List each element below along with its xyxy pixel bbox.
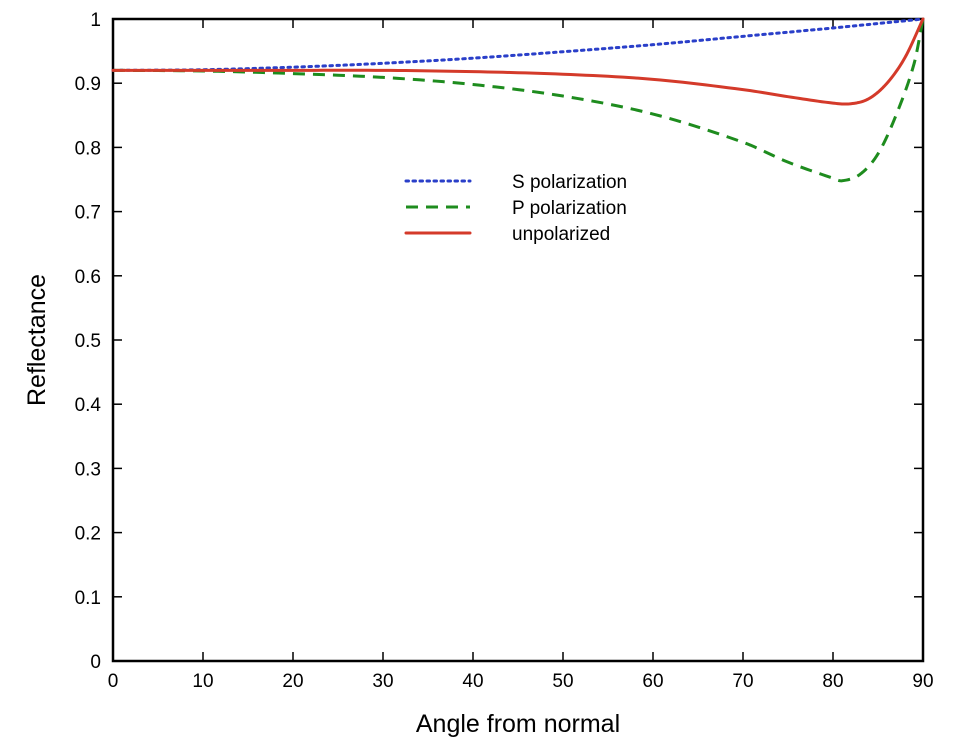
y-tick-label: 0.2	[75, 524, 101, 545]
plot-area	[111, 17, 925, 663]
x-tick-label: 90	[912, 671, 933, 692]
y-axis-label: Reflectance	[23, 274, 51, 406]
y-tick-label: 0.8	[75, 138, 101, 159]
x-tick-label: 80	[822, 671, 843, 692]
legend-label: S polarization	[512, 172, 627, 193]
legend-label: unpolarized	[512, 224, 610, 245]
y-tick-label: 0.4	[75, 395, 102, 416]
legend-label: P polarization	[512, 198, 627, 219]
legend: S polarization P polarization unpolarized	[404, 172, 627, 245]
y-tick-label: 0.5	[75, 331, 101, 352]
y-tick-label: 0.9	[75, 74, 101, 95]
series-unpolarized-line	[111, 17, 925, 106]
x-tick-label: 50	[552, 671, 573, 692]
x-axis-label: Angle from normal	[416, 710, 620, 738]
y-tick-label: 0.3	[75, 459, 101, 480]
y-tick-label: 0.1	[75, 588, 101, 609]
series-s-polarization-line	[111, 17, 925, 72]
y-tick-label: 0	[90, 652, 101, 673]
series-layer	[111, 17, 925, 183]
series-p-polarization-line	[112, 18, 925, 183]
y-tick-label: 0.7	[75, 203, 101, 224]
axis-ticks: 0 10 20 30 40 50 60 70 80 90 0 0.1 0.2 0.3 0.4 0.5 0.6 0.…	[75, 10, 934, 692]
plot-frame	[111, 17, 925, 663]
y-tick-label: 1	[90, 10, 101, 31]
x-tick-label: 70	[732, 671, 753, 692]
x-tick-label: 0	[108, 671, 119, 692]
x-tick-label: 30	[372, 671, 393, 692]
y-tick-label: 0.6	[75, 267, 101, 288]
x-tick-label: 20	[282, 671, 303, 692]
x-tick-label: 60	[642, 671, 663, 692]
x-tick-label: 40	[462, 671, 483, 692]
x-tick-label: 10	[192, 671, 213, 692]
